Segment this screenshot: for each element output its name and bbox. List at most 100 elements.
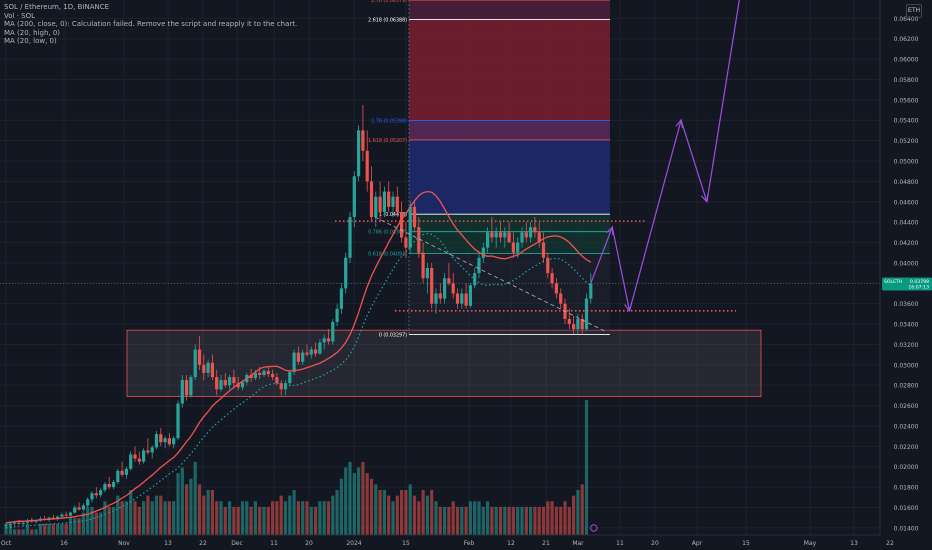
candle-body [580, 318, 584, 330]
volume-bar [322, 501, 326, 535]
fib-band-target [409, 19, 610, 121]
time-axis[interactable]: Oct 16 Nov 13 22 Dec 11 20 2024 15 Feb 12 21 Mar 11 20 A… [0, 534, 894, 547]
candle-body [107, 484, 111, 488]
volume-bar [438, 506, 442, 535]
x-tick-label: 15 [742, 540, 750, 547]
volume-bar [335, 490, 339, 535]
candle-body [434, 293, 438, 304]
x-tick-label: Apr [692, 540, 703, 547]
legend-title[interactable]: SOL / Ethereum, 1D, BINANCE [4, 3, 110, 11]
volume-bar [193, 461, 197, 535]
x-tick-label: 12 [507, 540, 515, 547]
candle-body [51, 517, 55, 519]
candle-body [408, 206, 412, 248]
volume-bar [572, 495, 576, 535]
candle-body [236, 383, 240, 388]
candle-body [400, 211, 404, 238]
chart-legend: SOL / Ethereum, 1D, BINANCE Vol · SOL MA… [4, 3, 297, 46]
volume-bar [301, 501, 305, 535]
candle-body [185, 380, 189, 396]
price-axis[interactable]: 0.06400 0.06200 0.06000 0.05800 0.05600 0.054… [879, 0, 932, 550]
candle-body [167, 438, 171, 445]
fib-band-mid [409, 120, 610, 140]
legend-volume[interactable]: Vol · SOL [4, 11, 36, 20]
legend-ma-low[interactable]: MA (20, low, 0) [4, 37, 57, 46]
y-tick-label: 0.05200 [894, 138, 919, 145]
volume-bar [197, 484, 202, 535]
candle-body [25, 520, 30, 523]
volume-bar [77, 518, 81, 535]
volume-bar [559, 506, 563, 535]
legend-ma200[interactable]: MA (200, close, 0): Calculation failed. … [4, 20, 298, 29]
volume-bar [137, 506, 141, 535]
volume-bar [81, 512, 85, 535]
candle-body [197, 349, 202, 365]
x-tick-label: 13 [850, 540, 858, 547]
candle-body [352, 176, 356, 218]
y-tick-label: 0.02200 [894, 444, 919, 451]
candle-body [576, 318, 580, 330]
y-tick-label: 0.05400 [894, 118, 919, 125]
candle-body [455, 293, 460, 304]
x-tick-label: May [804, 540, 817, 547]
volume-bar [150, 501, 154, 535]
candle-body [21, 522, 25, 524]
candle-body [258, 372, 262, 376]
candle-body [589, 283, 593, 299]
volume-bar [8, 523, 12, 535]
volume-bar [369, 478, 374, 535]
x-tick-label: 15 [402, 540, 410, 547]
candle-body [481, 247, 485, 258]
candle-body [391, 196, 395, 207]
candle-body [17, 522, 21, 524]
volume-bar [516, 506, 520, 535]
volume-bar [498, 506, 503, 535]
candle-body [374, 196, 378, 218]
last-price-countdown: 16:07:13 [908, 284, 929, 290]
candle-body [516, 242, 520, 253]
volume-bar [133, 501, 137, 535]
volume-bar [47, 523, 51, 535]
volume-bar [576, 490, 580, 535]
currency-badge[interactable]: ETH [906, 4, 922, 18]
last-price-badge [882, 277, 932, 291]
candle-body [537, 232, 541, 243]
candle-body [68, 512, 73, 516]
x-tick-label: 16 [60, 540, 68, 547]
legend-ma-high[interactable]: MA (20, high, 0) [4, 28, 61, 37]
candle-body [146, 450, 150, 453]
y-tick-label: 0.06400 [894, 16, 919, 23]
volume-bar [154, 495, 159, 535]
trend-line [374, 216, 606, 332]
volume-bar [219, 501, 223, 535]
y-tick-label: 0.02600 [894, 403, 919, 410]
moving-averages [5, 190, 592, 529]
candle-body [288, 371, 292, 384]
volume-bar [185, 484, 189, 535]
candle-body [56, 516, 60, 519]
volume-bar [417, 501, 421, 535]
candle-body [210, 362, 214, 378]
candle-body [369, 181, 374, 218]
candle-body [331, 322, 335, 342]
candle-body [524, 232, 528, 238]
candle-body [554, 283, 558, 294]
volume-bar [494, 506, 498, 535]
candle-body [322, 338, 326, 343]
volume-bar [73, 518, 77, 535]
candle-body [176, 403, 180, 439]
volume-bar [43, 523, 47, 535]
volume-bar [400, 490, 404, 535]
candle-body [240, 382, 245, 388]
y-tick-label: 0.05800 [894, 77, 919, 84]
candle-body [584, 298, 589, 330]
volume-bar [537, 506, 541, 535]
candle-body [348, 217, 352, 258]
volume-bar [99, 512, 103, 535]
volume-bar [361, 461, 365, 535]
x-tick-label: Oct [1, 540, 12, 547]
y-tick-label: 0.02000 [894, 464, 919, 471]
fib-band-blue [409, 139, 610, 215]
candle-body [468, 285, 472, 306]
